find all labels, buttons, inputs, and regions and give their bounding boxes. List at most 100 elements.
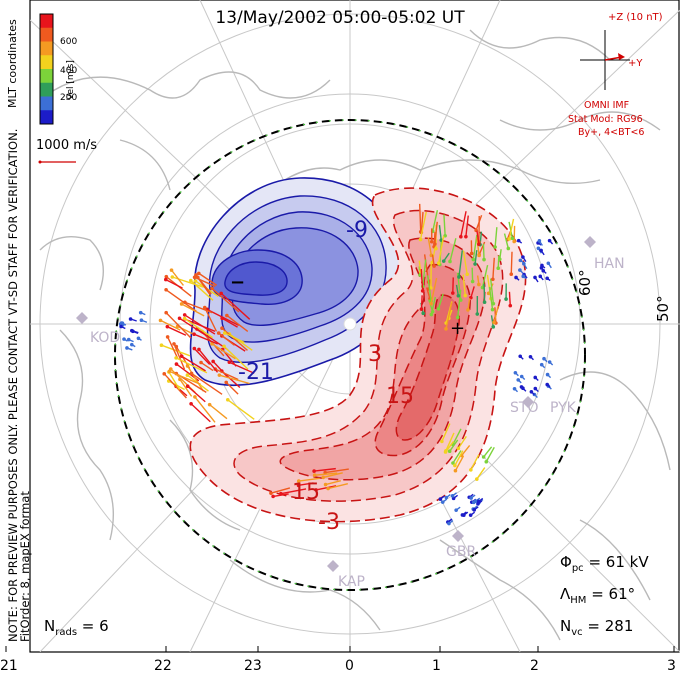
velocity-vector-origin [456, 293, 461, 298]
velocity-vector [482, 243, 485, 260]
mlt-tick-label: 1 [432, 658, 441, 674]
potential-min-marker: − [230, 272, 246, 293]
station-label: PYK [550, 400, 576, 416]
velocity-vector-origin [130, 342, 134, 347]
velocity-vector-origin [279, 491, 283, 496]
fit-order: FitOrder: 8, mapEX format [18, 491, 32, 642]
reference-vector-arrow [38, 160, 76, 164]
velocity-vector-origin [185, 364, 190, 368]
velocity-vector-origin [480, 285, 485, 290]
imf-source: OMNI IMF [584, 100, 630, 111]
velocity-vector [432, 210, 439, 232]
velocity-vector [483, 446, 493, 458]
velocity-vector-origin [509, 272, 514, 277]
velocity-vector-origin [455, 315, 460, 320]
velocity-vector-origin [537, 239, 542, 243]
velocity-vector-origin [508, 303, 513, 308]
velocity-vector [227, 399, 255, 420]
velocity-vector-origin [533, 386, 538, 391]
velocity-vector-origin [225, 397, 230, 402]
velocity-vector-origin [444, 495, 449, 500]
velocity-vector-origin [269, 491, 273, 495]
velocity-vector-origin [216, 331, 221, 335]
velocity-vector-origin [472, 508, 477, 512]
velocity-vector-origin [484, 459, 489, 464]
velocity-vector-origin [312, 473, 317, 477]
velocity-vector-origin [477, 253, 481, 258]
velocity-vector-origin [271, 494, 275, 499]
velocity-vector-origin [447, 521, 451, 526]
velocity-vector-origin [443, 233, 447, 238]
velocity-vector [474, 250, 478, 265]
velocity-vector-origin [547, 360, 552, 364]
velocity-vector-origin [419, 307, 424, 311]
velocity-colorbar [39, 13, 54, 125]
velocity-vector-origin [185, 384, 190, 389]
mlt-tick-label: 0 [345, 658, 354, 674]
velocity-vector-origin [197, 347, 201, 352]
velocity-vector [483, 283, 486, 303]
imf-y-label: +Y [628, 58, 643, 69]
velocity-vector-origin [441, 259, 446, 263]
velocity-vector-origin [477, 242, 481, 247]
velocity-vector [437, 293, 444, 310]
velocity-vector [460, 211, 467, 237]
velocity-vector-origin [185, 373, 190, 377]
velocity-vector-origin [469, 496, 473, 500]
velocity-vector [211, 287, 240, 313]
velocity-vector [204, 307, 218, 332]
coastlines [39, 29, 671, 641]
velocity-vector-origin [528, 354, 533, 359]
potential-max-marker: + [450, 318, 466, 339]
velocity-vector [165, 312, 192, 339]
velocity-vector [418, 260, 422, 272]
velocity-vector-origin [547, 238, 552, 243]
velocity-vector-origin [321, 475, 326, 480]
velocity-vector [438, 225, 442, 241]
velocity-vector-origin [482, 257, 486, 262]
n-rads-stat: Nrads = 6 [44, 617, 109, 638]
velocity-vector-origin [519, 374, 524, 379]
velocity-vector-origin [507, 237, 512, 241]
velocity-vector-origin [433, 242, 437, 246]
velocity-vector-origin [473, 262, 477, 266]
velocity-vector-origin [546, 261, 551, 266]
velocity-vector-origin [490, 307, 495, 312]
velocity-vector-origin [312, 469, 316, 473]
velocity-vector-origin [172, 342, 176, 346]
velocity-vector-origin [482, 300, 487, 305]
velocity-vector-origin [516, 378, 521, 382]
velocity-vector-origin [125, 346, 129, 350]
velocity-vector [191, 372, 223, 395]
velocity-vector-origin [429, 312, 434, 317]
velocity-vector-origin [182, 316, 187, 321]
velocity-vector-origin [429, 239, 434, 244]
mlt-tick-label: 22 [154, 658, 172, 674]
velocity-vector [449, 439, 459, 452]
velocity-vector-origin [447, 449, 452, 454]
velocity-vector-origin [170, 275, 175, 279]
velocity-vector-origin [533, 375, 538, 380]
station-label: GBR [446, 544, 477, 560]
velocity-vector-origin [450, 494, 455, 498]
velocity-vector [184, 301, 213, 314]
velocity-vector [167, 326, 187, 336]
velocity-vector-origin [469, 251, 474, 256]
station-label: HAN [594, 256, 625, 272]
velocity-vector-origin [477, 282, 481, 287]
velocity-vector [190, 280, 214, 301]
velocity-vector [221, 317, 238, 328]
velocity-vector [181, 303, 205, 317]
contour-label-positive: 15 [386, 384, 414, 409]
velocity-vector [298, 482, 314, 487]
velocity-vector-origin [450, 291, 455, 295]
velocity-vector-origin [164, 274, 169, 279]
velocity-vector [441, 423, 451, 442]
latitude-label-50: 50° [654, 295, 672, 322]
velocity-vector [418, 203, 422, 232]
colorbar-segment [40, 55, 53, 70]
velocity-vector [220, 292, 251, 320]
reference-vector-label: 1000 m/s [36, 138, 98, 153]
